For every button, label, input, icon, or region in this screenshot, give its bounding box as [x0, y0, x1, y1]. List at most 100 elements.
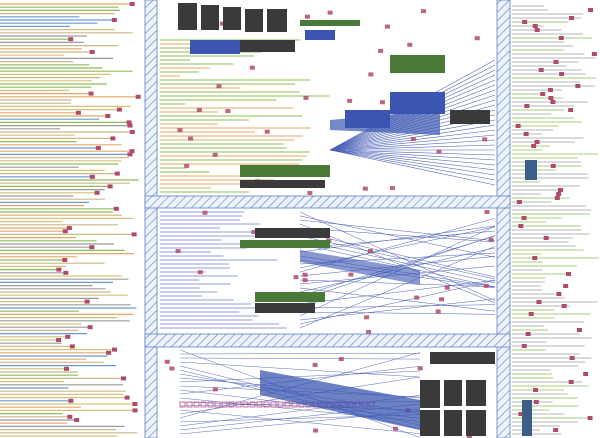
contact-pad [256, 401, 263, 408]
fan-wire [329, 149, 496, 181]
fan-wire [299, 227, 496, 243]
contact-pad [538, 68, 544, 72]
contact-pad [521, 344, 527, 348]
contact-pad [558, 36, 564, 40]
contact-pad [184, 163, 190, 168]
fan-wire [299, 225, 496, 253]
contact-pad [484, 209, 490, 214]
contact-pad [126, 120, 132, 125]
pad-block [444, 380, 462, 406]
contact-pad [482, 137, 488, 142]
waveguide-block [450, 110, 490, 124]
pad-block [466, 410, 486, 436]
contact-pad [89, 50, 95, 54]
contact-pad [124, 395, 130, 400]
fan-wire [179, 370, 421, 383]
contact-pad [212, 152, 218, 157]
contact-pad [219, 21, 225, 26]
fan-wire [299, 219, 496, 242]
contact-pad [64, 366, 70, 371]
contact-pad [548, 96, 554, 100]
waveguide-block [240, 240, 330, 248]
contact-pad [533, 400, 539, 404]
waveguide-block [390, 92, 445, 114]
pad-block [223, 7, 241, 30]
contact-pad [270, 401, 277, 408]
taper [330, 110, 440, 135]
contact-pad [95, 146, 101, 150]
hatched-channel [144, 333, 511, 348]
contact-pad [389, 186, 395, 191]
contact-pad [531, 144, 537, 148]
contact-pad [532, 24, 538, 28]
fan-wire [179, 357, 421, 360]
contact-pad [75, 110, 81, 115]
contact-pad [588, 8, 594, 12]
fan-wire [299, 279, 496, 305]
contact-pad [366, 329, 372, 334]
contact-pad [293, 275, 299, 280]
contact-pad [307, 190, 313, 195]
contact-pad [242, 401, 249, 408]
contact-pad [129, 130, 135, 134]
waveguide-block [430, 352, 495, 364]
contact-pad [263, 401, 270, 408]
contact-pad [568, 108, 574, 112]
contact-pad [561, 304, 567, 308]
taper [300, 250, 420, 285]
contact-pad [177, 128, 183, 133]
fan-wire [329, 119, 496, 151]
contact-pad [444, 285, 450, 290]
contact-pad [516, 200, 522, 204]
contact-pad [347, 98, 353, 103]
contact-pad [249, 65, 255, 70]
hatched-channel [496, 0, 511, 438]
pad-block [466, 380, 486, 406]
fan-wire [329, 149, 496, 176]
waveguide-block [390, 55, 445, 73]
hatched-channel [144, 0, 158, 438]
contact-pad [94, 190, 100, 195]
fan-wire [299, 235, 496, 280]
pad-block [178, 3, 197, 30]
contact-pad [518, 224, 524, 228]
fan-wire [329, 139, 496, 151]
contact-pad [379, 100, 385, 105]
contact-pad [313, 428, 319, 433]
contact-pad [193, 401, 200, 408]
contact-pad [251, 230, 257, 235]
fan-wire [329, 149, 496, 161]
contact-pad [557, 188, 563, 192]
fan-wire [329, 149, 496, 156]
waveguide-block [305, 30, 335, 40]
fan-wire [299, 311, 496, 315]
contact-pad [127, 123, 133, 128]
pad-block [267, 9, 287, 32]
contact-pad [518, 412, 524, 416]
fan-wire [299, 304, 496, 309]
contact-pad [87, 325, 93, 330]
contact-pad [214, 401, 221, 408]
contact-pad [312, 362, 318, 367]
contact-pad [569, 16, 575, 20]
contact-pad [591, 52, 597, 56]
hatched-channel [144, 195, 511, 209]
contact-pad [348, 272, 354, 277]
contact-pad [407, 42, 413, 47]
fan-wire [329, 149, 496, 166]
contact-pad [553, 428, 559, 432]
contact-pad [228, 401, 235, 408]
pad-block [245, 9, 263, 32]
contact-pad [553, 60, 559, 64]
contact-pad [410, 137, 416, 142]
contact-pad [550, 100, 556, 104]
contact-pad [528, 312, 534, 316]
contact-pad [563, 284, 569, 288]
fan-wire [329, 144, 496, 151]
contact-pad [576, 328, 582, 332]
contact-pad [540, 92, 546, 96]
contact-pad [121, 376, 127, 381]
contact-pad [550, 164, 556, 168]
fan-wire [299, 287, 496, 312]
